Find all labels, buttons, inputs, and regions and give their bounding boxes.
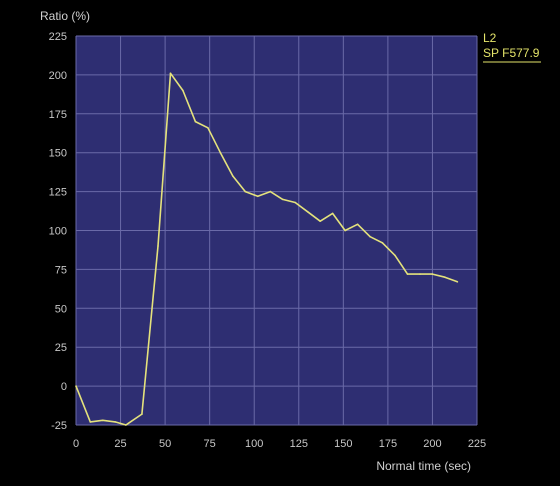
- data-point: [381, 242, 384, 244]
- x-axis-title: Normal time (sec): [376, 459, 471, 473]
- data-point: [75, 385, 77, 387]
- data-point: [194, 120, 197, 123]
- data-point: [232, 175, 234, 177]
- data-point: [356, 223, 359, 226]
- x-tick-label: 125: [290, 438, 308, 450]
- grid-lines: [75, 35, 478, 426]
- y-tick-label: 0: [61, 381, 67, 393]
- data-point: [114, 421, 117, 423]
- x-tick-label: 75: [204, 438, 216, 450]
- data-point: [419, 273, 421, 275]
- data-point: [157, 245, 159, 247]
- y-tick-label: 200: [49, 70, 67, 82]
- y-tick-label: 25: [55, 342, 67, 354]
- x-tick-label: 50: [159, 438, 171, 450]
- x-tick-label: 25: [114, 438, 126, 450]
- data-point: [294, 201, 297, 204]
- y-tick-label: -25: [51, 420, 67, 432]
- y-tick-label: 100: [49, 226, 67, 238]
- data-point: [256, 195, 259, 198]
- y-tick-label: 225: [49, 31, 67, 43]
- data-point: [125, 424, 127, 426]
- x-tick-label: 100: [245, 438, 263, 450]
- data-point: [444, 276, 446, 278]
- data-point: [344, 229, 346, 232]
- y-tick-label: 50: [55, 303, 67, 315]
- data-point: [219, 151, 222, 154]
- x-tick-label: 150: [334, 438, 352, 450]
- y-tick-label: 75: [55, 264, 67, 276]
- data-point: [306, 211, 309, 213]
- legend-line-2: SP F577.9: [483, 46, 540, 60]
- data-point: [431, 273, 434, 275]
- data-point: [207, 127, 209, 129]
- data-point: [394, 254, 396, 257]
- x-tick-label: 200: [423, 438, 441, 450]
- data-point: [319, 220, 321, 222]
- data-point: [281, 198, 284, 201]
- data-point: [269, 190, 272, 193]
- x-tick-label: 0: [73, 438, 79, 450]
- x-tick-label: 225: [468, 438, 486, 450]
- y-tick-label: 175: [49, 109, 67, 121]
- data-point: [89, 421, 92, 423]
- data-point: [101, 419, 104, 422]
- data-point: [244, 190, 247, 193]
- data-point: [406, 273, 409, 275]
- data-point: [182, 89, 184, 92]
- data-point: [141, 413, 143, 415]
- data-point: [369, 235, 371, 238]
- legend: L2 SP F577.9: [483, 31, 541, 63]
- y-axis-ticks: -25 0 25 50 75 100 125 150 175 200 225: [49, 31, 67, 432]
- x-axis-ticks: 0 25 50 75 100 125 150 175 200 225: [73, 438, 486, 450]
- data-point: [331, 212, 334, 215]
- y-tick-label: 125: [49, 187, 67, 199]
- y-tick-label: 150: [49, 148, 67, 160]
- legend-line-1: L2: [483, 31, 497, 45]
- data-point: [456, 281, 459, 283]
- series-group: [75, 72, 459, 426]
- y-axis-title: Ratio (%): [40, 9, 90, 23]
- data-point: [169, 72, 172, 75]
- x-tick-label: 175: [379, 438, 397, 450]
